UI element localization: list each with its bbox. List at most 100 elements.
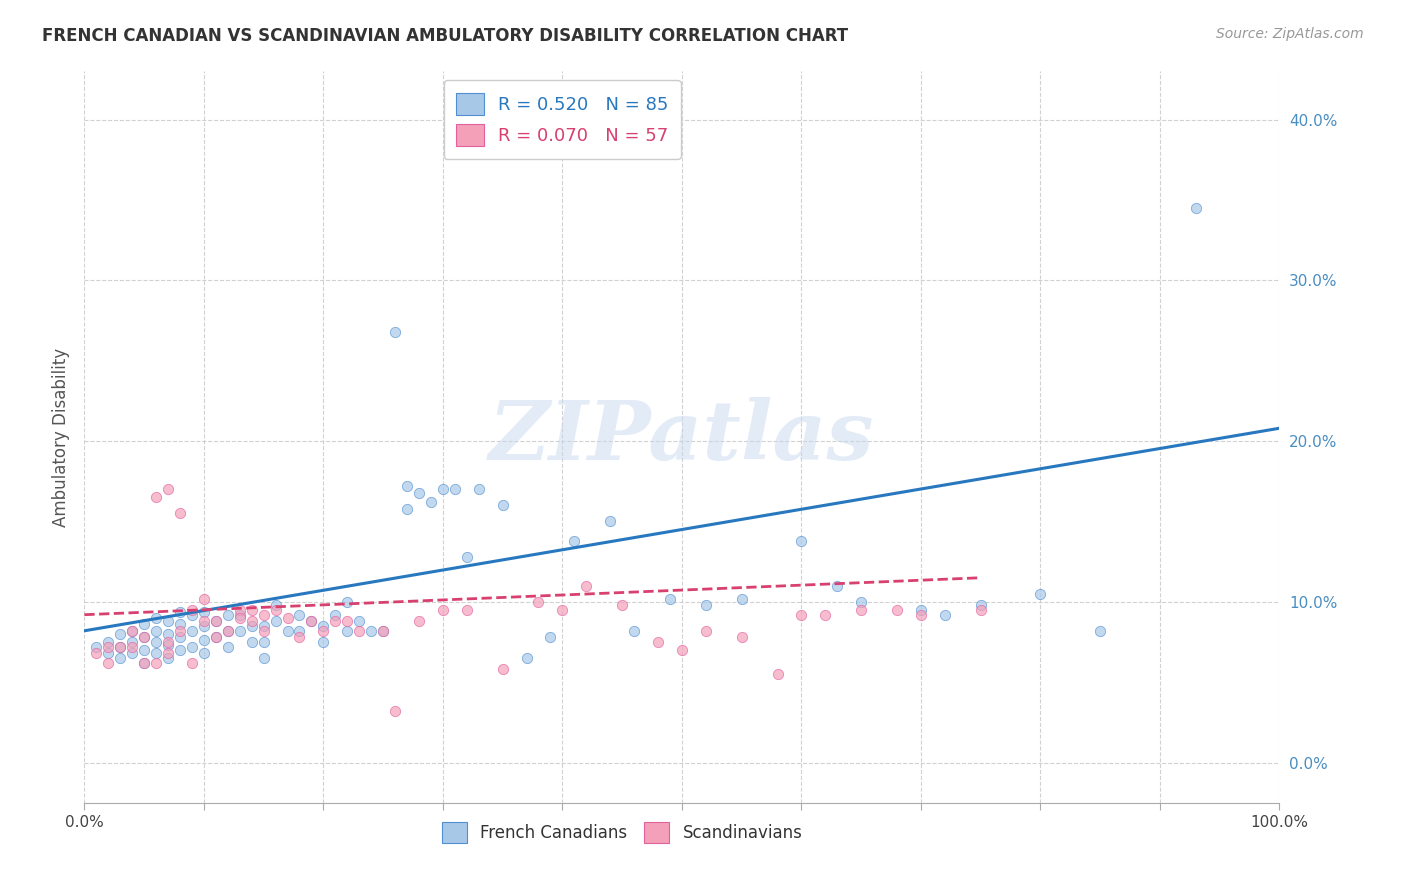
Point: [264, 614, 287, 628]
Point: [132, 617, 156, 632]
Point: [132, 643, 156, 657]
Point: [851, 603, 873, 617]
Point: [97, 656, 120, 670]
Point: [671, 643, 693, 657]
Point: [312, 624, 335, 638]
Point: [910, 607, 932, 622]
Point: [527, 595, 550, 609]
Point: [157, 635, 180, 649]
Point: [444, 483, 467, 497]
Point: [205, 614, 228, 628]
Point: [157, 483, 180, 497]
Point: [169, 605, 191, 619]
Point: [277, 624, 299, 638]
Point: [659, 591, 682, 606]
Point: [456, 603, 478, 617]
Point: [205, 630, 228, 644]
Point: [110, 627, 132, 641]
Point: [229, 624, 252, 638]
Point: [970, 598, 993, 612]
Point: [408, 485, 430, 500]
Point: [121, 624, 143, 638]
Point: [217, 624, 239, 638]
Point: [384, 704, 406, 718]
Point: [408, 614, 430, 628]
Point: [132, 630, 156, 644]
Point: [169, 643, 191, 657]
Point: [695, 598, 717, 612]
Point: [516, 651, 538, 665]
Point: [336, 595, 359, 609]
Point: [193, 646, 215, 660]
Point: [1090, 624, 1112, 638]
Point: [731, 630, 754, 644]
Point: [766, 667, 789, 681]
Point: [731, 591, 754, 606]
Point: [432, 603, 454, 617]
Point: [934, 607, 956, 622]
Point: [121, 635, 143, 649]
Point: [420, 495, 443, 509]
Point: [264, 598, 287, 612]
Point: [790, 607, 813, 622]
Point: [229, 611, 252, 625]
Point: [193, 605, 215, 619]
Y-axis label: Ambulatory Disability: Ambulatory Disability: [52, 348, 70, 526]
Point: [432, 483, 454, 497]
Point: [97, 646, 120, 660]
Point: [336, 614, 359, 628]
Point: [240, 619, 263, 633]
Text: ZIPatlas: ZIPatlas: [489, 397, 875, 477]
Point: [205, 614, 228, 628]
Point: [253, 624, 276, 638]
Point: [277, 611, 299, 625]
Point: [121, 624, 143, 638]
Point: [827, 579, 849, 593]
Point: [301, 614, 323, 628]
Point: [132, 656, 156, 670]
Point: [360, 624, 382, 638]
Point: [396, 479, 419, 493]
Point: [240, 603, 263, 617]
Point: [647, 635, 669, 649]
Point: [157, 646, 180, 660]
Point: [86, 646, 108, 660]
Point: [288, 607, 311, 622]
Point: [384, 325, 406, 339]
Point: [229, 603, 252, 617]
Point: [193, 619, 215, 633]
Point: [169, 624, 191, 638]
Point: [217, 607, 239, 622]
Point: [181, 656, 204, 670]
Point: [599, 515, 621, 529]
Point: [253, 635, 276, 649]
Point: [110, 640, 132, 654]
Point: [145, 611, 167, 625]
Point: [157, 614, 180, 628]
Point: [695, 624, 717, 638]
Point: [1185, 201, 1208, 215]
Text: FRENCH CANADIAN VS SCANDINAVIAN AMBULATORY DISABILITY CORRELATION CHART: FRENCH CANADIAN VS SCANDINAVIAN AMBULATO…: [42, 27, 848, 45]
Point: [145, 635, 167, 649]
Point: [253, 651, 276, 665]
Point: [97, 635, 120, 649]
Point: [540, 630, 562, 644]
Point: [145, 656, 167, 670]
Point: [851, 595, 873, 609]
Point: [157, 651, 180, 665]
Point: [910, 603, 932, 617]
Point: [193, 614, 215, 628]
Point: [253, 607, 276, 622]
Point: [86, 640, 108, 654]
Point: [145, 646, 167, 660]
Point: [240, 614, 263, 628]
Point: [301, 614, 323, 628]
Point: [253, 619, 276, 633]
Point: [229, 607, 252, 622]
Legend: French Canadians, Scandinavians: French Canadians, Scandinavians: [436, 815, 808, 849]
Point: [814, 607, 837, 622]
Point: [157, 638, 180, 652]
Point: [790, 533, 813, 548]
Point: [145, 491, 167, 505]
Point: [169, 507, 191, 521]
